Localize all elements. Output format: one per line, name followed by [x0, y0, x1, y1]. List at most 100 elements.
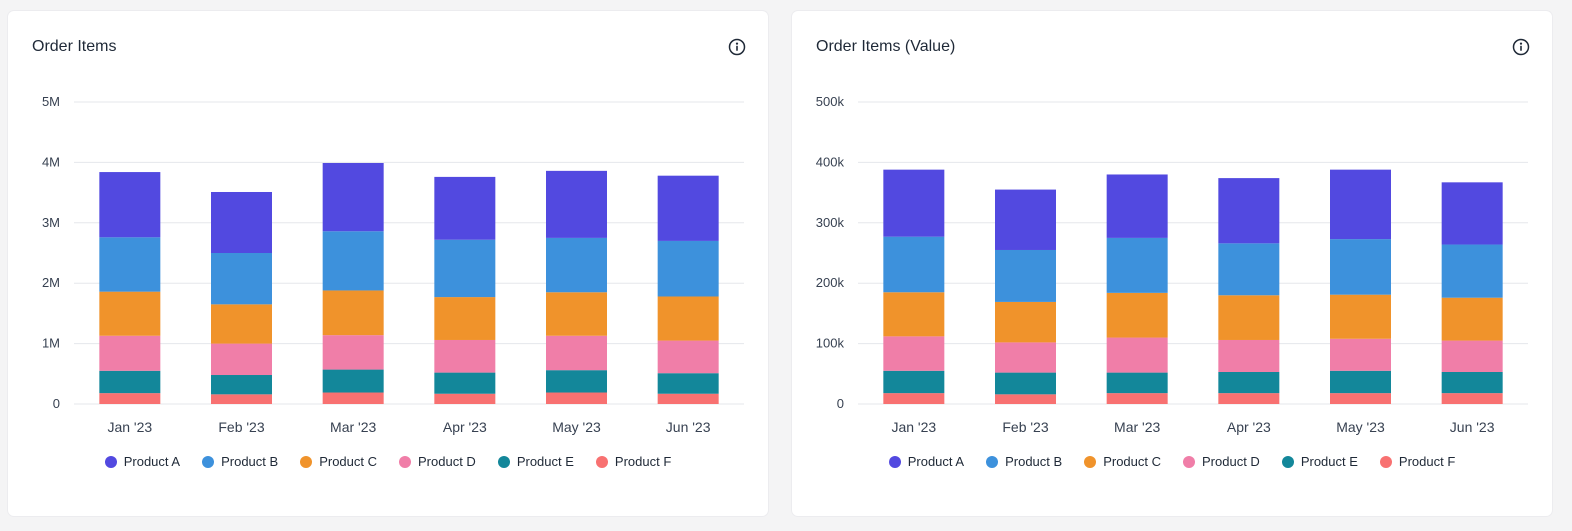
y-tick-label: 400k [816, 154, 845, 169]
info-icon[interactable] [1512, 38, 1530, 56]
legend-item-product-b[interactable]: Product B [202, 454, 278, 469]
legend-item-product-c[interactable]: Product C [300, 454, 377, 469]
bar-segment-product-b[interactable] [322, 231, 384, 291]
x-tick-label: Mar '23 [330, 419, 376, 435]
bar-segment-product-b[interactable] [1441, 244, 1503, 298]
bar-segment-product-d[interactable] [657, 340, 719, 374]
legend-item-product-c[interactable]: Product C [1084, 454, 1161, 469]
bar-segment-product-e[interactable] [546, 370, 607, 393]
bar-segment-product-c[interactable] [211, 304, 272, 344]
legend-swatch [399, 455, 411, 468]
bar-segment-product-b[interactable] [211, 253, 272, 305]
bar-segment-product-b[interactable] [434, 239, 496, 298]
bar-segment-product-c[interactable] [99, 291, 161, 336]
bar-segment-product-e[interactable] [434, 372, 496, 394]
bar-segment-product-d[interactable] [1441, 340, 1503, 372]
bar-segment-product-f[interactable] [99, 393, 161, 404]
bar-segment-product-f[interactable] [211, 394, 272, 404]
bar-segment-product-d[interactable] [211, 343, 272, 376]
bar-segment-product-a[interactable] [322, 163, 384, 232]
bar-segment-product-f[interactable] [1218, 393, 1280, 404]
bar-segment-product-c[interactable] [1106, 292, 1168, 338]
bar-segment-product-d[interactable] [322, 335, 384, 370]
bar-segment-product-c[interactable] [1330, 294, 1391, 339]
bar-segment-product-b[interactable] [1330, 239, 1391, 295]
bar-segment-product-d[interactable] [995, 342, 1056, 373]
bar-segment-product-b[interactable] [1218, 243, 1280, 296]
legend-label: Product E [516, 454, 574, 469]
bar-segment-product-b[interactable] [995, 249, 1056, 302]
bar-segment-product-c[interactable] [995, 301, 1056, 343]
y-tick-label: 3M [42, 215, 60, 230]
y-tick-label: 200k [816, 275, 845, 290]
bar-segment-product-f[interactable] [322, 392, 384, 404]
bar-segment-product-e[interactable] [883, 370, 945, 394]
bar-segment-product-c[interactable] [546, 292, 607, 336]
bar-segment-product-d[interactable] [1106, 337, 1168, 373]
chart-legend: Product A Product B Product C Product D Prod… [792, 454, 1552, 469]
bar-segment-product-e[interactable] [657, 373, 719, 394]
bar-segment-product-a[interactable] [883, 169, 945, 237]
legend-swatch [1281, 455, 1294, 468]
bar-segment-product-c[interactable] [1441, 297, 1503, 341]
legend-item-product-f[interactable]: Product F [595, 454, 671, 469]
bar-segment-product-e[interactable] [322, 369, 384, 393]
legend-item-product-a[interactable]: Product A [888, 454, 965, 469]
legend-item-product-d[interactable]: Product D [1183, 454, 1260, 469]
legend-swatch [986, 455, 999, 468]
legend-item-product-d[interactable]: Product D [399, 454, 476, 469]
legend-item-product-a[interactable]: Product A [104, 454, 180, 469]
bar-segment-product-f[interactable] [883, 393, 945, 404]
bar-segment-product-a[interactable] [1106, 174, 1168, 238]
bar-segment-product-a[interactable] [657, 175, 719, 241]
bar-segment-product-d[interactable] [1218, 339, 1280, 372]
bar-segment-product-f[interactable] [995, 394, 1056, 404]
bar-segment-product-b[interactable] [657, 240, 719, 297]
bar-segment-product-b[interactable] [883, 236, 945, 293]
bar-segment-product-d[interactable] [434, 339, 496, 373]
bar-segment-product-a[interactable] [1218, 178, 1280, 244]
legend-item-product-b[interactable]: Product B [986, 454, 1062, 469]
bar-segment-product-a[interactable] [546, 170, 607, 238]
legend-item-product-f[interactable]: Product F [1379, 454, 1455, 469]
bar-segment-product-f[interactable] [1441, 393, 1503, 404]
legend-item-product-e[interactable]: Product E [497, 454, 574, 469]
legend-label: Product A [907, 454, 965, 469]
bar-segment-product-b[interactable] [546, 237, 607, 293]
bar-segment-product-e[interactable] [1218, 371, 1280, 394]
bar-segment-product-e[interactable] [211, 375, 272, 395]
x-tick-label: May '23 [1336, 419, 1385, 435]
bar-segment-product-c[interactable] [434, 297, 496, 340]
bar-segment-product-f[interactable] [1106, 393, 1168, 404]
y-tick-label: 1M [42, 336, 60, 351]
bar-segment-product-d[interactable] [546, 335, 607, 371]
bar-segment-product-e[interactable] [1441, 371, 1503, 394]
bar-segment-product-a[interactable] [211, 191, 272, 253]
bar-segment-product-a[interactable] [99, 172, 161, 238]
bar-segment-product-e[interactable] [995, 372, 1056, 395]
bar-segment-product-d[interactable] [883, 336, 945, 371]
bar-segment-product-b[interactable] [99, 237, 161, 292]
bar-segment-product-e[interactable] [1330, 370, 1391, 394]
bar-segment-product-c[interactable] [657, 296, 719, 341]
bar-segment-product-e[interactable] [1106, 372, 1168, 394]
bar-segment-product-c[interactable] [1218, 295, 1280, 340]
bar-segment-product-b[interactable] [1106, 237, 1168, 293]
x-tick-label: Mar '23 [1114, 419, 1160, 435]
bar-segment-product-c[interactable] [883, 292, 945, 337]
bar-segment-product-f[interactable] [657, 393, 719, 404]
legend-label: Product B [1005, 454, 1063, 469]
bar-segment-product-a[interactable] [1441, 182, 1503, 245]
bar-segment-product-e[interactable] [99, 370, 161, 394]
bar-segment-product-a[interactable] [1330, 169, 1391, 240]
bar-segment-product-c[interactable] [322, 290, 384, 336]
bar-segment-product-d[interactable] [1330, 338, 1391, 371]
bar-segment-product-a[interactable] [434, 176, 496, 240]
bar-segment-product-f[interactable] [1330, 393, 1391, 404]
info-icon[interactable] [728, 38, 746, 56]
legend-item-product-e[interactable]: Product E [1281, 454, 1358, 469]
bar-segment-product-a[interactable] [995, 189, 1056, 250]
bar-segment-product-f[interactable] [434, 393, 496, 404]
bar-segment-product-f[interactable] [546, 392, 607, 404]
bar-segment-product-d[interactable] [99, 335, 161, 371]
